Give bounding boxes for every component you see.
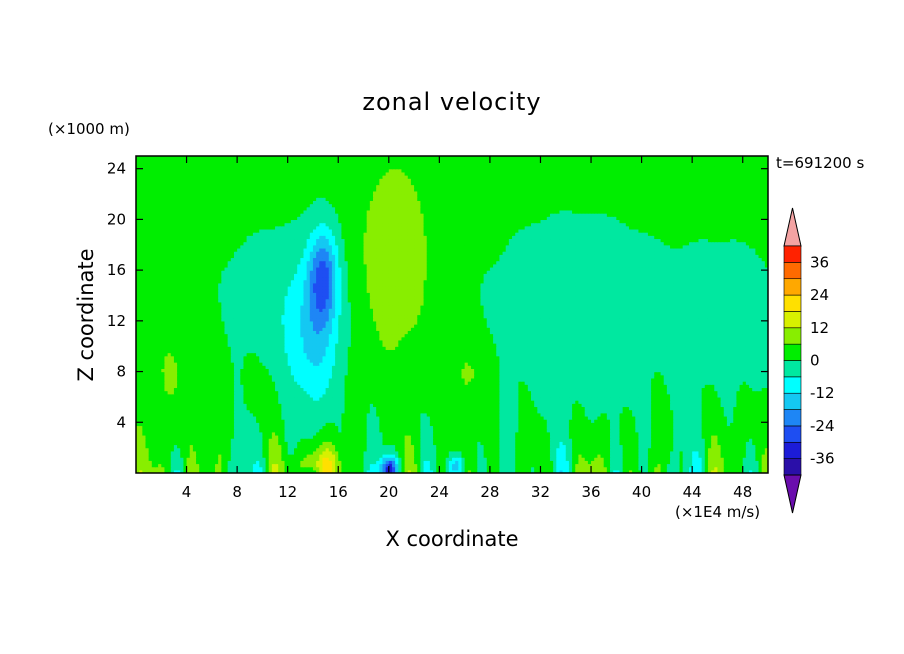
heatmap-plot: 4 8 12 16 20 24 28 32 36 40 44 48 4812162024 362412… xyxy=(0,0,904,654)
